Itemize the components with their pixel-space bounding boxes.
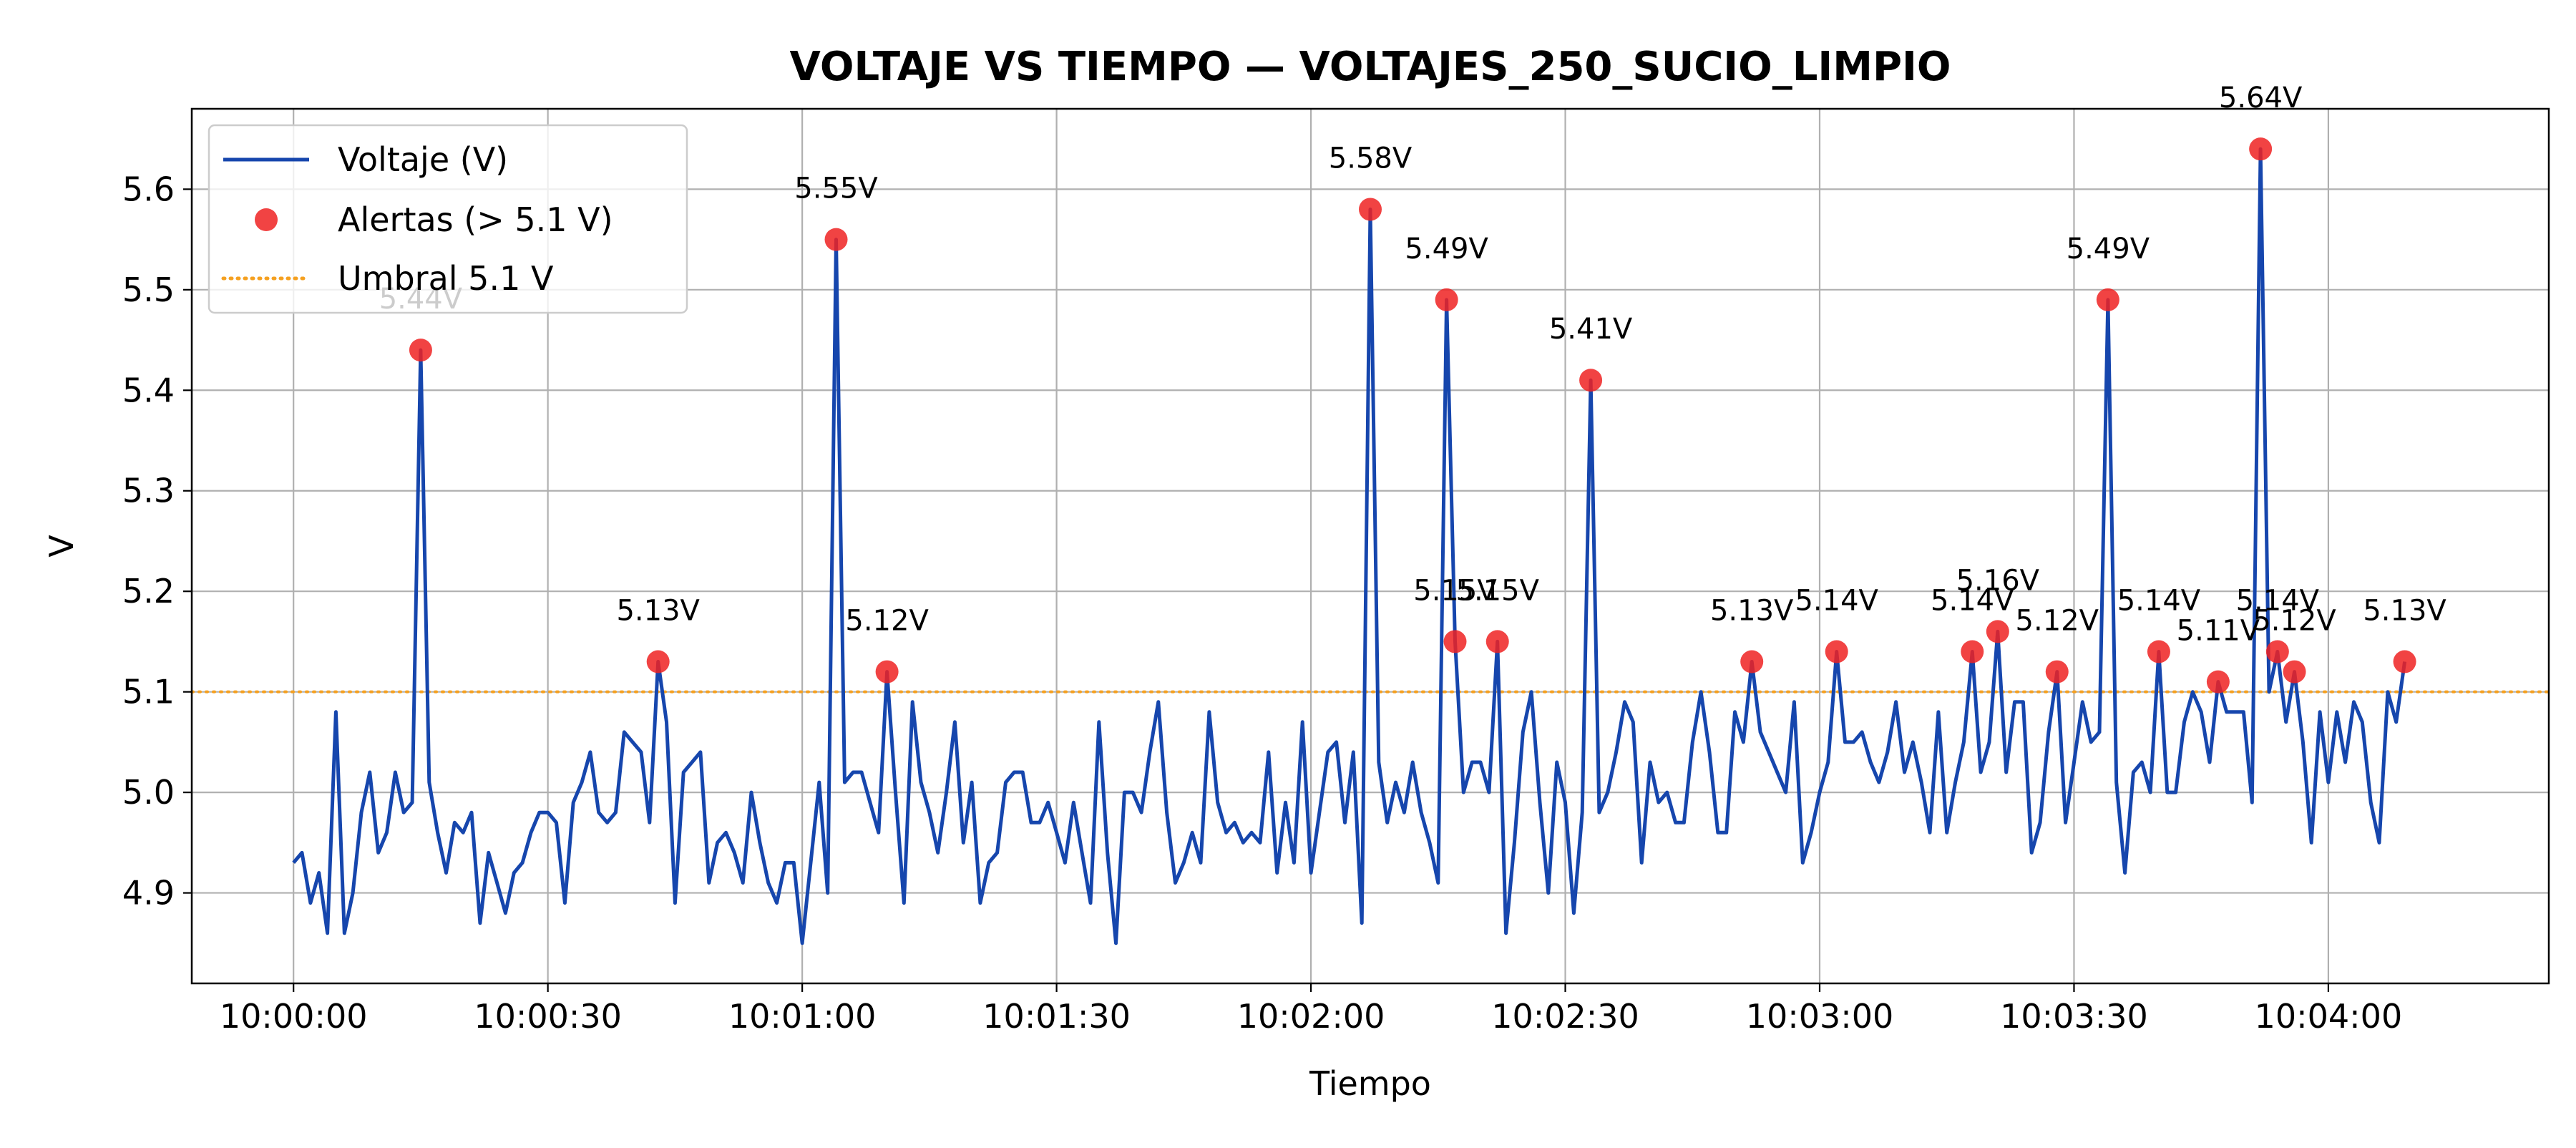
alert-value-label: 5.14V xyxy=(1931,584,2014,617)
x-tick-label: 10:02:00 xyxy=(1237,997,1385,1036)
alert-value-label: 5.11V xyxy=(2177,615,2260,648)
x-tick-label: 10:00:00 xyxy=(220,997,368,1036)
x-tick-label: 10:01:30 xyxy=(982,997,1131,1036)
alert-marker xyxy=(1443,630,1467,653)
legend-box xyxy=(208,124,688,314)
alert-value-label: 5.55V xyxy=(794,172,878,205)
legend-alert-swatch xyxy=(255,208,278,231)
alert-value-label: 5.13V xyxy=(616,595,700,628)
alert-marker xyxy=(646,650,670,673)
legend-label-alerts: Alertas (> 5.1 V) xyxy=(338,200,613,239)
y-tick-label: 5.6 xyxy=(122,170,175,208)
x-tick-label: 10:00:30 xyxy=(474,997,622,1036)
alert-value-label: 5.49V xyxy=(2067,233,2150,266)
alert-value-label: 5.15V xyxy=(1413,574,1497,607)
series-layer xyxy=(292,147,2407,945)
alert-marker xyxy=(1359,198,1382,221)
alert-value-label: 5.12V xyxy=(845,605,929,638)
alert-value-label: 5.64V xyxy=(2219,82,2303,115)
alert-marker xyxy=(2045,660,2069,684)
alert-value-label: 5.13V xyxy=(2363,595,2446,628)
y-tick-label: 5.5 xyxy=(122,271,175,309)
alert-value-label: 5.15V xyxy=(1456,574,1540,607)
y-axis-label: V xyxy=(42,535,81,558)
alert-marker xyxy=(2249,137,2273,161)
alert-marker xyxy=(1986,620,2009,643)
alert-marker xyxy=(2265,640,2289,663)
x-tick-label: 10:03:00 xyxy=(1746,997,1894,1036)
y-tick-label: 5.0 xyxy=(122,773,175,812)
alert-value-label: 5.49V xyxy=(1405,233,1488,266)
alert-value-label: 5.12V xyxy=(2253,605,2336,638)
alert-value-label: 5.58V xyxy=(1329,142,1413,175)
chart-title: VOLTAJE VS TIEMPO — VOLTAJES_250_SUCIO_L… xyxy=(790,44,1951,90)
y-tick-label: 5.4 xyxy=(122,371,175,409)
alert-marker xyxy=(824,228,848,251)
alert-layer xyxy=(409,137,2416,694)
alert-value-label: 5.41V xyxy=(1549,313,1633,346)
alert-marker xyxy=(1825,640,1848,663)
x-tick-label: 10:01:00 xyxy=(728,997,877,1036)
alert-marker xyxy=(2206,670,2230,694)
y-axis-ticks: 4.9 5.0 5.1 5.2 5.3 5.4 5.5 5.6 xyxy=(122,170,192,913)
x-tick-label: 10:04:00 xyxy=(2255,997,2403,1036)
y-tick-label: 5.2 xyxy=(122,572,175,611)
alert-label-layer: 5.44V5.13V5.55V5.12V5.58V5.49V5.15V5.15V… xyxy=(379,82,2447,647)
x-axis-label: Tiempo xyxy=(1309,1064,1431,1103)
alert-marker xyxy=(1579,369,1603,392)
alert-marker xyxy=(875,660,899,684)
alert-value-label: 5.14V xyxy=(2236,584,2320,617)
alert-marker xyxy=(2283,660,2306,684)
y-tick-label: 5.1 xyxy=(122,673,175,711)
alert-marker xyxy=(2147,640,2170,663)
alert-value-label: 5.12V xyxy=(2016,605,2099,638)
alert-marker xyxy=(2393,650,2416,673)
x-axis-ticks: 10:00:00 10:00:30 10:01:00 10:01:30 10:02:00… xyxy=(220,983,2402,1036)
alert-marker xyxy=(1485,630,1509,653)
alert-value-label: 5.14V xyxy=(1795,584,1878,617)
voltage-series-line xyxy=(292,147,2407,945)
alert-value-label: 5.16V xyxy=(1956,564,2040,597)
alert-marker xyxy=(409,339,432,362)
x-tick-label: 10:03:30 xyxy=(2000,997,2148,1036)
y-tick-label: 5.3 xyxy=(122,472,175,510)
alert-marker xyxy=(2096,288,2119,311)
legend: Voltaje (V) Alertas (> 5.1 V) Umbral 5.1… xyxy=(208,124,688,314)
legend-label-voltage: Voltaje (V) xyxy=(338,140,508,179)
alert-value-label: 5.14V xyxy=(2117,584,2201,617)
alert-marker xyxy=(1740,650,1764,673)
alert-marker xyxy=(1961,640,1984,663)
y-tick-label: 4.9 xyxy=(122,874,175,913)
x-tick-label: 10:02:30 xyxy=(1491,997,1639,1036)
alert-value-label: 5.13V xyxy=(1710,595,1794,628)
legend-label-threshold: Umbral 5.1 V xyxy=(338,259,554,298)
alert-marker xyxy=(1435,288,1458,311)
plot-frame xyxy=(190,107,2550,985)
